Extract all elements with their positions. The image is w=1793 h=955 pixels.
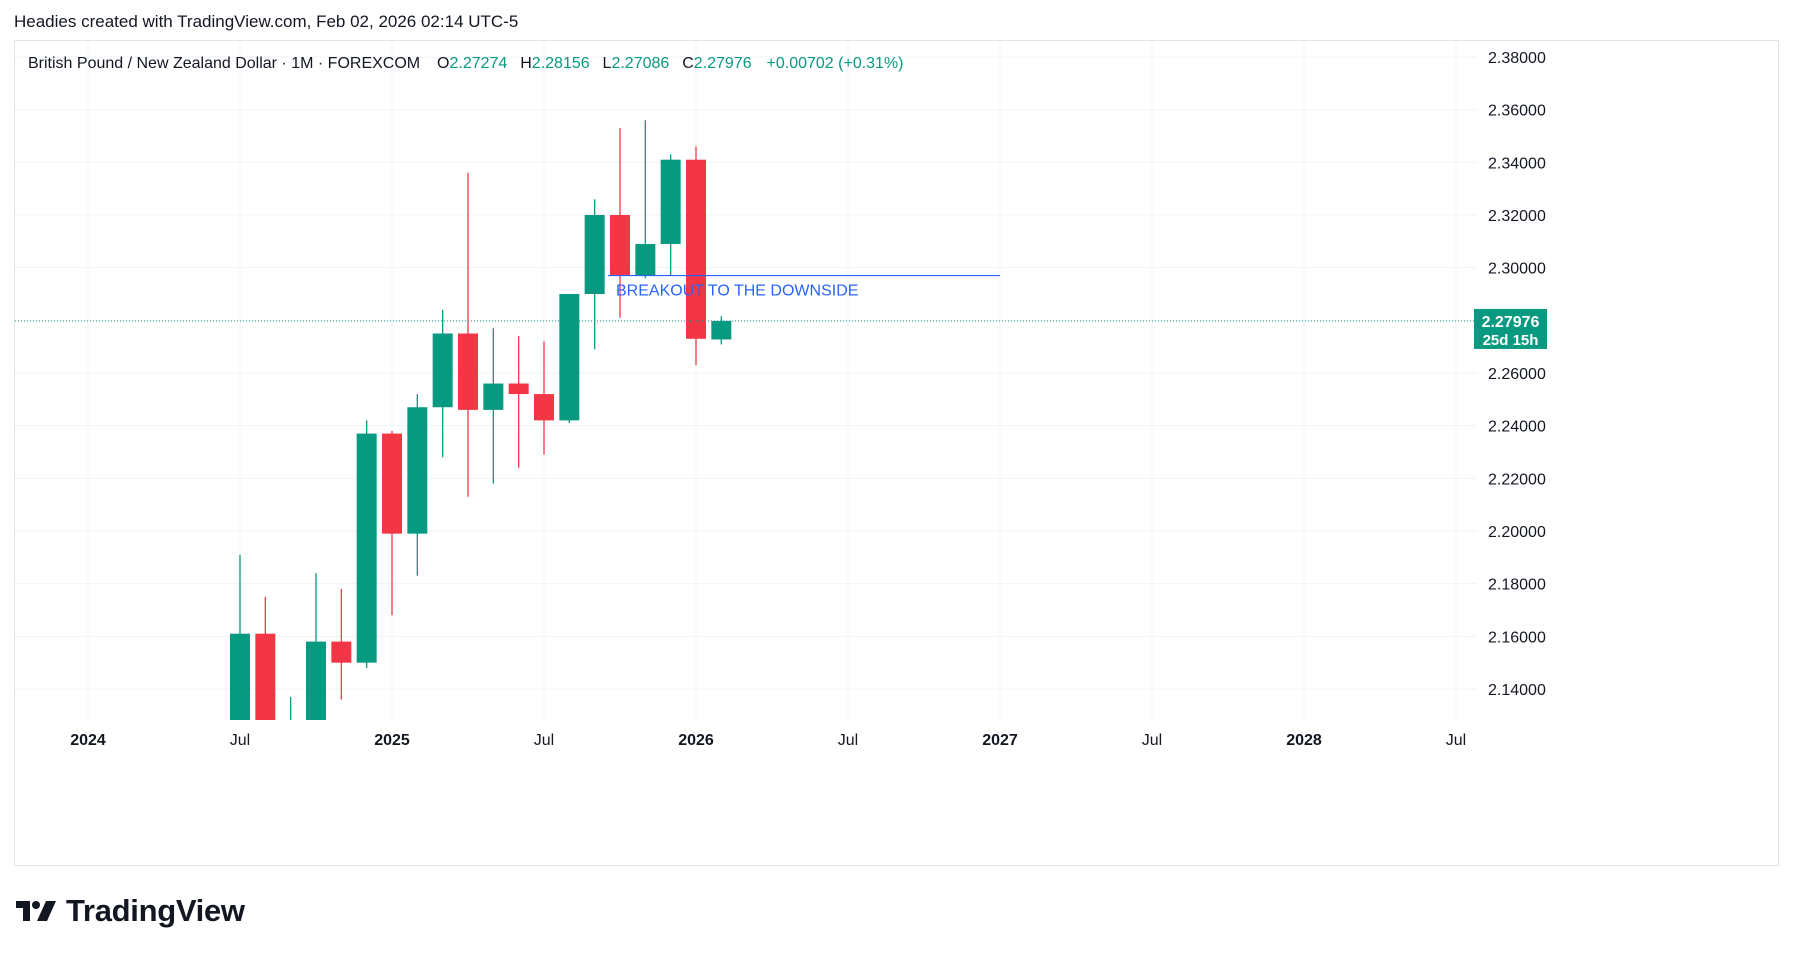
open-label: O <box>437 55 450 72</box>
candle-body <box>610 215 630 276</box>
close-label: C <box>682 55 694 72</box>
candle-2025-04 <box>458 172 478 497</box>
x-tick-label: 2027 <box>982 732 1018 749</box>
candle-2025-07 <box>534 341 554 455</box>
candles <box>230 120 732 723</box>
tradingview-logo-icon <box>16 901 56 921</box>
x-tick-label: Jul <box>838 732 858 749</box>
candle-2025-02 <box>407 394 428 576</box>
x-tick-label: Jul <box>1446 732 1466 749</box>
ohlc-legend: British Pound / New Zealand Dollar · 1M … <box>28 55 904 73</box>
x-tick-label: Jul <box>230 732 250 749</box>
y-tick-label: 2.18000 <box>1488 577 1546 594</box>
tradingview-wordmark: TradingView <box>66 893 245 928</box>
symbol-title[interactable]: British Pound / New Zealand Dollar · 1M … <box>28 55 421 72</box>
candle-body <box>660 159 681 244</box>
x-tick-label: Jul <box>1142 732 1162 749</box>
candle-body <box>432 333 453 408</box>
candle-2024-12 <box>356 420 377 668</box>
candle-body <box>230 633 250 720</box>
candle-body <box>382 433 402 534</box>
high-label: H <box>520 55 532 72</box>
candle-body <box>584 215 605 294</box>
y-tick-label: 2.32000 <box>1488 208 1546 225</box>
y-tick-label: 2.22000 <box>1488 471 1546 488</box>
price-badge <box>1474 308 1547 349</box>
candle-2026-02 <box>711 316 732 345</box>
y-tick-label: 2.14000 <box>1488 682 1546 699</box>
price-badge-value: 2.27976 <box>1482 314 1540 331</box>
y-tick-label: 2.16000 <box>1488 629 1546 646</box>
candle-body <box>635 243 656 276</box>
chart-frame[interactable] <box>14 40 1779 866</box>
candle-2024-10 <box>306 573 326 720</box>
change-value: +0.00702 (+0.31%) <box>766 55 904 72</box>
price-badge-countdown: 25d 15h <box>1483 332 1539 349</box>
y-tick-label: 2.36000 <box>1488 103 1546 120</box>
grid <box>15 41 1477 720</box>
open-value: 2.27274 <box>449 55 508 72</box>
candle-2025-11 <box>635 120 656 279</box>
x-tick-label: 2025 <box>374 732 410 749</box>
candle-2025-05 <box>483 328 504 484</box>
candle-body <box>255 633 276 720</box>
candle-body <box>306 641 326 720</box>
x-tick-label: 2026 <box>678 732 714 749</box>
high-value: 2.28156 <box>531 55 590 72</box>
candle-body <box>458 333 478 410</box>
candle-body <box>331 641 352 663</box>
candle-body <box>407 407 428 534</box>
overlays: BREAKOUT TO THE DOWNSIDE <box>15 274 1477 322</box>
candle-2024-08 <box>255 596 276 720</box>
candle-body <box>508 383 529 395</box>
candle-2024-07 <box>230 554 250 720</box>
candle-body <box>686 159 706 339</box>
candle-body <box>534 394 554 421</box>
y-tick-label: 2.24000 <box>1488 419 1546 436</box>
candle-2025-06 <box>508 336 529 468</box>
y-tick-label: 2.20000 <box>1488 524 1546 541</box>
chart-caption: Headies created with TradingView.com, Fe… <box>14 12 519 31</box>
low-label: L <box>602 55 612 72</box>
breakout-annotation: BREAKOUT TO THE DOWNSIDE <box>616 283 858 300</box>
y-tick-label: 2.38000 <box>1488 50 1546 67</box>
candle-2025-09 <box>584 199 605 350</box>
y-tick-label: 2.26000 <box>1488 366 1546 383</box>
candle-2024-11 <box>331 588 352 700</box>
candle-body <box>483 383 504 410</box>
candle-body <box>281 721 301 723</box>
candle-body <box>559 294 580 421</box>
candle-2025-08 <box>559 294 580 424</box>
close-value: 2.27976 <box>693 55 752 72</box>
candle-2025-01 <box>382 430 402 616</box>
candle-2025-12 <box>660 154 681 276</box>
axes: 2.380002.360002.340002.320002.300002.280… <box>70 50 1547 749</box>
y-tick-label: 2.30000 <box>1488 261 1546 278</box>
candle-body <box>356 433 377 663</box>
x-tick-label: Jul <box>534 732 554 749</box>
x-tick-label: 2024 <box>70 732 106 749</box>
tradingview-logo[interactable]: TradingView <box>16 893 245 929</box>
candle-2025-10 <box>610 128 630 318</box>
candle-2025-03 <box>432 309 453 458</box>
candle-2024-09 <box>281 696 301 723</box>
x-tick-label: 2028 <box>1286 732 1322 749</box>
low-value: 2.27086 <box>611 55 670 72</box>
y-tick-label: 2.34000 <box>1488 155 1546 172</box>
candle-2026-01 <box>686 146 706 366</box>
candle-body <box>711 320 732 340</box>
